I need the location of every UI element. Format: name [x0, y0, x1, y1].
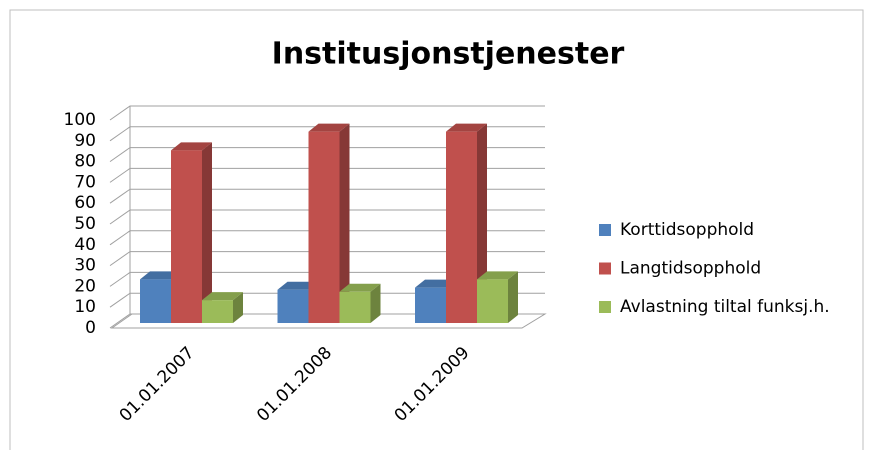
bar-side	[508, 271, 518, 323]
bar	[446, 123, 487, 323]
grid-line	[109, 313, 545, 329]
grid-line	[109, 271, 545, 287]
bar-front	[308, 131, 340, 323]
grid-line	[109, 292, 545, 308]
y-tick-label: 90	[74, 131, 96, 151]
bar-front	[202, 300, 233, 323]
y-tick-label: 80	[74, 152, 96, 172]
legend-label: Langtidsopphold	[620, 259, 761, 279]
y-tick-label: 0	[85, 318, 96, 338]
grid-line	[109, 105, 545, 121]
legend-swatch	[599, 224, 611, 236]
bar-top	[308, 123, 350, 132]
grid-line	[109, 126, 545, 142]
bar-front	[415, 287, 446, 323]
bar	[308, 123, 350, 323]
grid-line	[109, 251, 545, 267]
bar	[202, 292, 243, 323]
bar-top	[446, 123, 487, 132]
chart-title: Institusjonstjenester	[272, 37, 625, 72]
bar-top	[477, 271, 518, 280]
y-tick-label: 100	[64, 110, 96, 130]
legend-label: Korttidsopphold	[620, 220, 754, 240]
y-tick-label: 10	[74, 297, 96, 317]
bar-front	[339, 291, 371, 323]
grid-line	[109, 167, 545, 183]
bar-front	[477, 279, 508, 323]
bar-side	[477, 123, 487, 323]
bar-front	[140, 279, 171, 323]
grid-line	[109, 230, 545, 246]
bar-top	[415, 279, 456, 288]
bar-top	[171, 142, 212, 151]
y-tick-label: 20	[74, 276, 96, 296]
bar-side	[370, 283, 381, 323]
y-tick-label: 30	[74, 256, 96, 276]
bar-side	[339, 123, 350, 323]
bar-top	[277, 281, 319, 290]
y-tick-label: 40	[74, 235, 96, 255]
y-tick-label: 70	[74, 172, 96, 192]
bar-top	[140, 271, 181, 280]
bar-top	[339, 283, 381, 292]
grid-line	[109, 188, 545, 204]
bar	[477, 271, 518, 323]
bar-front	[446, 131, 477, 323]
bar	[171, 142, 212, 323]
legend-label: Avlastning tiltal funksj.h.	[620, 297, 830, 317]
grid-line	[109, 209, 545, 225]
bar	[339, 283, 381, 323]
legend-swatch	[599, 262, 611, 275]
y-tick-label: 50	[74, 214, 96, 234]
chart-frame	[9, 9, 864, 454]
bar-front	[171, 150, 202, 323]
y-tick-label: 60	[74, 193, 96, 213]
bar-front	[277, 289, 309, 323]
bar-top	[202, 292, 243, 301]
bar-side	[233, 292, 243, 323]
bar-side	[202, 142, 212, 323]
grid-line	[109, 147, 545, 163]
legend-swatch	[599, 301, 611, 313]
